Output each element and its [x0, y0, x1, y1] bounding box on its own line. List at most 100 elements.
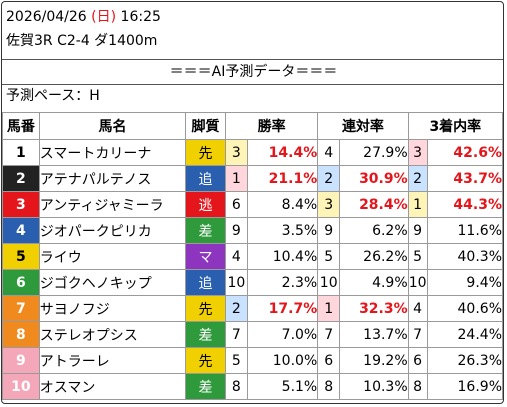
horse-name: アトラーレ [38, 347, 187, 374]
top3-rate: 11.6% [426, 217, 503, 244]
running-style-badge: 先 [185, 295, 226, 322]
ai-data-title: ＝＝＝AI予測データ＝＝＝ [169, 64, 338, 80]
top2-rate: 28.4% [339, 191, 409, 218]
top2-rate: 30.9% [339, 165, 409, 192]
running-style-badge: 差 [185, 373, 226, 400]
running-style-badge: 差 [185, 217, 226, 244]
win-rank-mark: 4 [224, 243, 248, 270]
top2-rank-mark: 10 [317, 269, 341, 296]
table-row: 2 アテナパルテノス追 1 21.1% 2 30.9% 2 43.7% [2, 165, 503, 192]
table-header-row: 馬番 馬名 脚質 勝率 連対率 3着内率 [2, 112, 503, 140]
predicted-pace: 予測ペース：H [6, 88, 100, 104]
running-style-badge: マ [185, 243, 226, 270]
top2-rate: 26.2% [339, 243, 409, 270]
divider [2, 59, 503, 60]
win-rank-mark: 9 [224, 217, 248, 244]
win-rate: 17.7% [246, 295, 319, 322]
table-row: 7 サヨノフジ先 2 17.7% 1 32.3% 4 40.6% [2, 295, 503, 322]
win-rate: 21.1% [246, 165, 319, 192]
horse-name: ジゴクヘノキップ [38, 269, 187, 296]
divider [2, 84, 503, 85]
top3-rate: 16.9% [426, 373, 503, 400]
top3-rank-mark: 8 [407, 373, 428, 400]
horse-number: 2 [2, 165, 40, 192]
horse-name: ジオパークピリカ [38, 217, 187, 244]
horse-number: 1 [2, 139, 40, 166]
running-style-badge: 差 [185, 321, 226, 348]
table-row: 8 ステレオプシス差 7 7.0% 7 13.7% 7 24.4% [2, 321, 503, 348]
horse-name: ライウ [38, 243, 187, 270]
horse-name: アテナパルテノス [38, 165, 187, 192]
win-rate: 5.1% [246, 373, 319, 400]
col-style: 脚質 [185, 112, 226, 140]
prediction-table: 馬番 馬名 脚質 勝率 連対率 3着内率 1 スマートカリーナ先 3 14.4% 4 27… [2, 112, 503, 400]
table-row: 3 アンティジャミーラ逃 6 8.4% 3 28.4% 1 44.3% [2, 191, 503, 218]
top2-rank-mark: 6 [317, 347, 341, 374]
win-rank-mark: 7 [224, 321, 248, 348]
table-row: 4 ジオパークピリカ差 9 3.5% 9 6.2% 9 11.6% [2, 217, 503, 244]
running-style-badge: 逃 [185, 191, 226, 218]
table-row: 1 スマートカリーナ先 3 14.4% 4 27.9% 3 42.6% [2, 139, 503, 166]
race-time: 16:25 [120, 9, 161, 25]
top3-rank-mark: 4 [407, 295, 428, 322]
top3-rate: 42.6% [426, 139, 503, 166]
horse-number: 6 [2, 269, 40, 296]
top2-rank-mark: 4 [317, 139, 341, 166]
top3-rate: 24.4% [426, 321, 503, 348]
top2-rank-mark: 1 [317, 295, 341, 322]
horse-name: オスマン [38, 373, 187, 400]
table-row: 5 ライウマ 4 10.4% 5 26.2% 5 40.3% [2, 243, 503, 270]
win-rank-mark: 1 [224, 165, 248, 192]
table-row: 6 ジゴクヘノキップ追 10 2.3% 10 4.9% 10 9.4% [2, 269, 503, 296]
top2-rate: 4.9% [339, 269, 409, 296]
win-rate: 10.0% [246, 347, 319, 374]
top2-rate: 10.3% [339, 373, 409, 400]
top3-rate: 40.3% [426, 243, 503, 270]
col-top3-rate: 3着内率 [407, 112, 503, 140]
table-row: 9 アトラーレ先 5 10.0% 6 19.2% 6 26.3% [2, 347, 503, 374]
top2-rate: 27.9% [339, 139, 409, 166]
top3-rate: 26.3% [426, 347, 503, 374]
race-weekday: (日) [91, 9, 117, 25]
running-style-badge: 追 [185, 165, 226, 192]
top2-rank-mark: 5 [317, 243, 341, 270]
win-rank-mark: 10 [224, 269, 248, 296]
top2-rate: 6.2% [339, 217, 409, 244]
win-rate: 8.4% [246, 191, 319, 218]
horse-name: アンティジャミーラ [38, 191, 187, 218]
top3-rate: 43.7% [426, 165, 503, 192]
top2-rank-mark: 8 [317, 373, 341, 400]
running-style-badge: 先 [185, 347, 226, 374]
horse-number: 8 [2, 321, 40, 348]
top3-rate: 40.6% [426, 295, 503, 322]
top3-rank-mark: 7 [407, 321, 428, 348]
col-top2-rate: 連対率 [317, 112, 409, 140]
win-rate: 10.4% [246, 243, 319, 270]
top3-rank-mark: 2 [407, 165, 428, 192]
win-rank-mark: 5 [224, 347, 248, 374]
running-style-badge: 先 [185, 139, 226, 166]
horse-number: 4 [2, 217, 40, 244]
horse-name: ステレオプシス [38, 321, 187, 348]
top2-rate: 13.7% [339, 321, 409, 348]
win-rank-mark: 6 [224, 191, 248, 218]
table-row: 10 オスマン差 8 5.1% 8 10.3% 8 16.9% [2, 373, 503, 400]
horse-number: 10 [2, 373, 40, 400]
win-rank-mark: 2 [224, 295, 248, 322]
col-win-rate: 勝率 [224, 112, 319, 140]
win-rate: 3.5% [246, 217, 319, 244]
race-info: 佐賀3R C2-4 ダ1400m [6, 33, 158, 49]
win-rate: 2.3% [246, 269, 319, 296]
col-number: 馬番 [2, 112, 40, 140]
horse-number: 7 [2, 295, 40, 322]
top3-rate: 44.3% [426, 191, 503, 218]
win-rank-mark: 8 [224, 373, 248, 400]
top2-rank-mark: 9 [317, 217, 341, 244]
top3-rank-mark: 3 [407, 139, 428, 166]
top3-rank-mark: 6 [407, 347, 428, 374]
top2-rank-mark: 3 [317, 191, 341, 218]
win-rank-mark: 3 [224, 139, 248, 166]
running-style-badge: 追 [185, 269, 226, 296]
horse-number: 3 [2, 191, 40, 218]
